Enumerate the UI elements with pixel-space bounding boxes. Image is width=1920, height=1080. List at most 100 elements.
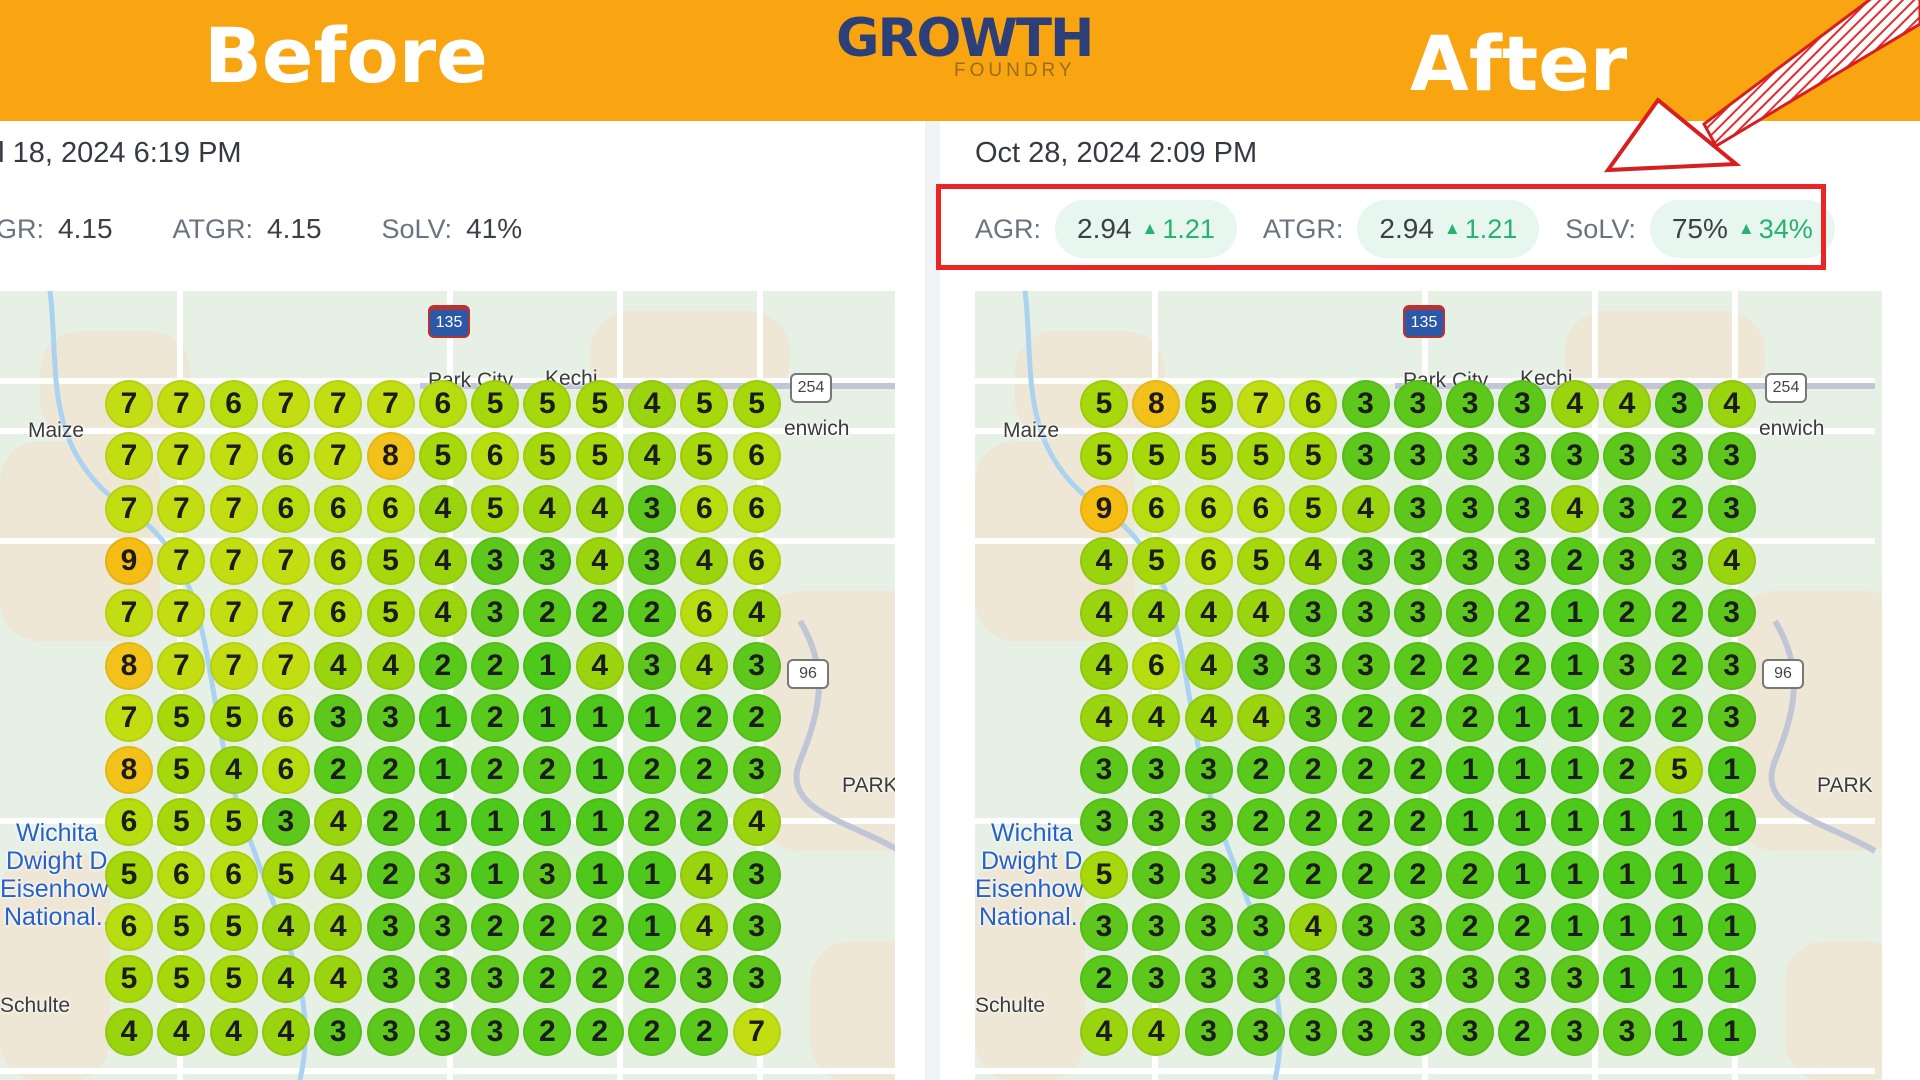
rank-dot[interactable]: 4 <box>418 484 467 533</box>
rank-dot[interactable]: 6 <box>732 432 781 481</box>
rank-dot[interactable]: 3 <box>732 746 781 795</box>
rank-dot[interactable]: 3 <box>1341 641 1390 690</box>
rank-dot[interactable]: 4 <box>1184 641 1233 690</box>
rank-dot[interactable]: 6 <box>261 746 310 795</box>
rank-dot[interactable]: 4 <box>1236 693 1285 742</box>
rank-dot[interactable]: 4 <box>680 641 729 690</box>
rank-dot[interactable]: 2 <box>1603 693 1651 742</box>
rank-dot[interactable]: 3 <box>1236 955 1285 1004</box>
rank-dot[interactable]: 6 <box>105 798 153 847</box>
rank-dot[interactable]: 3 <box>523 850 572 899</box>
rank-dot[interactable]: 4 <box>680 903 729 951</box>
rank-dot[interactable]: 3 <box>418 1007 467 1056</box>
rank-dot[interactable]: 1 <box>1550 850 1599 899</box>
rank-dot[interactable]: 5 <box>575 432 624 481</box>
rank-dot[interactable]: 4 <box>1080 536 1128 585</box>
rank-dot[interactable]: 4 <box>1289 536 1338 585</box>
rank-dot[interactable]: 4 <box>1550 380 1599 428</box>
rank-dot[interactable]: 7 <box>157 589 206 638</box>
rank-dot[interactable]: 7 <box>157 536 206 585</box>
rank-dot[interactable]: 2 <box>1341 798 1390 847</box>
rank-dot[interactable]: 4 <box>523 484 572 533</box>
rank-dot[interactable]: 4 <box>157 1007 206 1056</box>
rank-dot[interactable]: 1 <box>1550 798 1599 847</box>
rank-dot[interactable]: 3 <box>732 850 781 899</box>
rank-dot[interactable]: 5 <box>209 903 258 951</box>
rank-dot[interactable]: 4 <box>680 536 729 585</box>
rank-dot[interactable]: 3 <box>1393 484 1442 533</box>
rank-dot[interactable]: 2 <box>575 955 624 1004</box>
rank-dot[interactable]: 2 <box>1655 589 1704 638</box>
rank-dot[interactable]: 3 <box>1707 693 1756 742</box>
rank-dot[interactable]: 4 <box>418 589 467 638</box>
rank-dot[interactable]: 3 <box>680 955 729 1004</box>
rank-dot[interactable]: 3 <box>1341 903 1390 951</box>
rank-dot[interactable]: 5 <box>209 693 258 742</box>
rank-dot[interactable]: 5 <box>261 850 310 899</box>
rank-dot[interactable]: 3 <box>1341 380 1390 428</box>
rank-dot[interactable]: 6 <box>418 380 467 428</box>
rank-dot[interactable]: 5 <box>418 432 467 481</box>
rank-dot[interactable]: 2 <box>628 798 676 847</box>
rank-dot[interactable]: 3 <box>1446 955 1495 1004</box>
rank-dot[interactable]: 4 <box>1080 1007 1128 1056</box>
rank-dot[interactable]: 3 <box>1603 432 1651 481</box>
rank-dot[interactable]: 4 <box>105 1007 153 1056</box>
rank-dot[interactable]: 2 <box>628 746 676 795</box>
rank-dot[interactable]: 3 <box>366 1007 415 1056</box>
rank-dot[interactable]: 4 <box>1132 1007 1181 1056</box>
rank-dot[interactable]: 3 <box>1236 903 1285 951</box>
rank-dot[interactable]: 8 <box>1132 380 1181 428</box>
rank-dot[interactable]: 3 <box>1603 536 1651 585</box>
rank-dot[interactable]: 3 <box>418 903 467 951</box>
rank-dot[interactable]: 1 <box>1655 955 1704 1004</box>
rank-dot[interactable]: 3 <box>314 1007 363 1056</box>
rank-dot[interactable]: 4 <box>314 903 363 951</box>
rank-dot[interactable]: 1 <box>1446 746 1495 795</box>
rank-dot[interactable]: 1 <box>1655 798 1704 847</box>
rank-dot[interactable]: 2 <box>1655 693 1704 742</box>
rank-dot[interactable]: 1 <box>1655 903 1704 951</box>
rank-dot[interactable]: 3 <box>1707 432 1756 481</box>
rank-dot[interactable]: 2 <box>1446 903 1495 951</box>
rank-dot[interactable]: 5 <box>157 746 206 795</box>
rank-dot[interactable]: 7 <box>261 536 310 585</box>
rank-dot[interactable]: 2 <box>1498 1007 1547 1056</box>
rank-dot[interactable]: 3 <box>628 536 676 585</box>
rank-dot[interactable]: 4 <box>1132 589 1181 638</box>
rank-dot[interactable]: 6 <box>209 850 258 899</box>
rank-dot[interactable]: 1 <box>523 798 572 847</box>
rank-dot[interactable]: 4 <box>314 798 363 847</box>
rank-dot[interactable]: 7 <box>105 432 153 481</box>
rank-dot[interactable]: 2 <box>1289 850 1338 899</box>
rank-dot[interactable]: 3 <box>1707 641 1756 690</box>
rank-dot[interactable]: 3 <box>1289 589 1338 638</box>
rank-dot[interactable]: 3 <box>1393 380 1442 428</box>
rank-dot[interactable]: 4 <box>628 380 676 428</box>
rank-dot[interactable]: 1 <box>418 746 467 795</box>
rank-dot[interactable]: 6 <box>1236 484 1285 533</box>
rank-dot[interactable]: 5 <box>1132 536 1181 585</box>
rank-dot[interactable]: 3 <box>1341 1007 1390 1056</box>
rank-dot[interactable]: 1 <box>628 903 676 951</box>
rank-dot[interactable]: 4 <box>732 589 781 638</box>
rank-dot[interactable]: 2 <box>628 589 676 638</box>
rank-dot[interactable]: 2 <box>1655 484 1704 533</box>
rank-dot[interactable]: 6 <box>209 380 258 428</box>
rank-dot[interactable]: 5 <box>1184 380 1233 428</box>
rank-dot[interactable]: 3 <box>1655 432 1704 481</box>
rank-dot[interactable]: 1 <box>575 693 624 742</box>
rank-dot[interactable]: 4 <box>1603 380 1651 428</box>
rank-dot[interactable]: 4 <box>1550 484 1599 533</box>
rank-dot[interactable]: 2 <box>680 1007 729 1056</box>
rank-dot[interactable]: 1 <box>1655 850 1704 899</box>
rank-dot[interactable]: 1 <box>1655 1007 1704 1056</box>
rank-dot[interactable]: 4 <box>1080 589 1128 638</box>
rank-dot[interactable]: 3 <box>1132 798 1181 847</box>
rank-dot[interactable]: 3 <box>523 536 572 585</box>
rank-dot[interactable]: 3 <box>418 850 467 899</box>
rank-dot[interactable]: 1 <box>1498 693 1547 742</box>
rank-dot[interactable]: 2 <box>575 903 624 951</box>
rank-dot[interactable]: 2 <box>1498 641 1547 690</box>
rank-dot[interactable]: 2 <box>1446 641 1495 690</box>
